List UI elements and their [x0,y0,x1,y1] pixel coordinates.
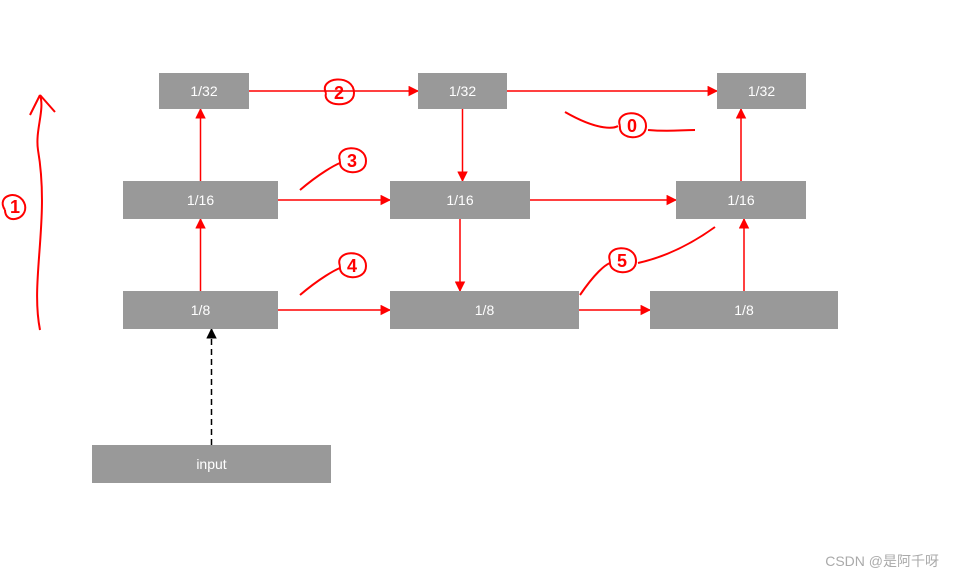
node-n_1_16_a: 1/16 [123,181,278,219]
diagram-container: 1 2 0 3 4 5 input 1/8 1/8 1/8 1/16 1/16 1/16 1/32 1/3… [0,0,979,581]
node-n_1_8_b: 1/8 [390,291,579,329]
annotation-ann_5: 5 [580,227,715,295]
annotation-ann_2: 2 [325,79,354,104]
node-n_1_32_b: 1/32 [418,73,507,109]
node-n_1_32_c: 1/32 [717,73,806,109]
node-label: 1/8 [475,302,494,318]
svg-text:3: 3 [347,151,357,171]
svg-text:5: 5 [617,251,627,271]
node-label: 1/8 [734,302,753,318]
svg-text:2: 2 [334,83,344,103]
svg-text:1: 1 [10,197,20,217]
node-n_1_16_b: 1/16 [390,181,530,219]
node-n_1_32_a: 1/32 [159,73,249,109]
node-label: 1/16 [727,192,754,208]
annotation-ann_0: 0 [565,112,695,137]
watermark: CSDN @是阿千呀 [825,551,939,571]
node-n_1_16_c: 1/16 [676,181,806,219]
node-n_input: input [92,445,331,483]
annotation-ann_left: 1 [3,95,55,330]
annotation-ann_4: 4 [300,253,366,295]
node-label: 1/8 [191,302,210,318]
node-n_1_8_c: 1/8 [650,291,838,329]
node-n_1_8_a: 1/8 [123,291,278,329]
svg-text:4: 4 [347,256,357,276]
node-label: 1/32 [449,83,476,99]
svg-text:0: 0 [627,116,637,136]
node-label: 1/16 [187,192,214,208]
node-label: 1/32 [748,83,775,99]
annotation-ann_3: 3 [300,148,366,190]
node-label: input [196,456,226,472]
node-label: 1/16 [446,192,473,208]
node-label: 1/32 [190,83,217,99]
